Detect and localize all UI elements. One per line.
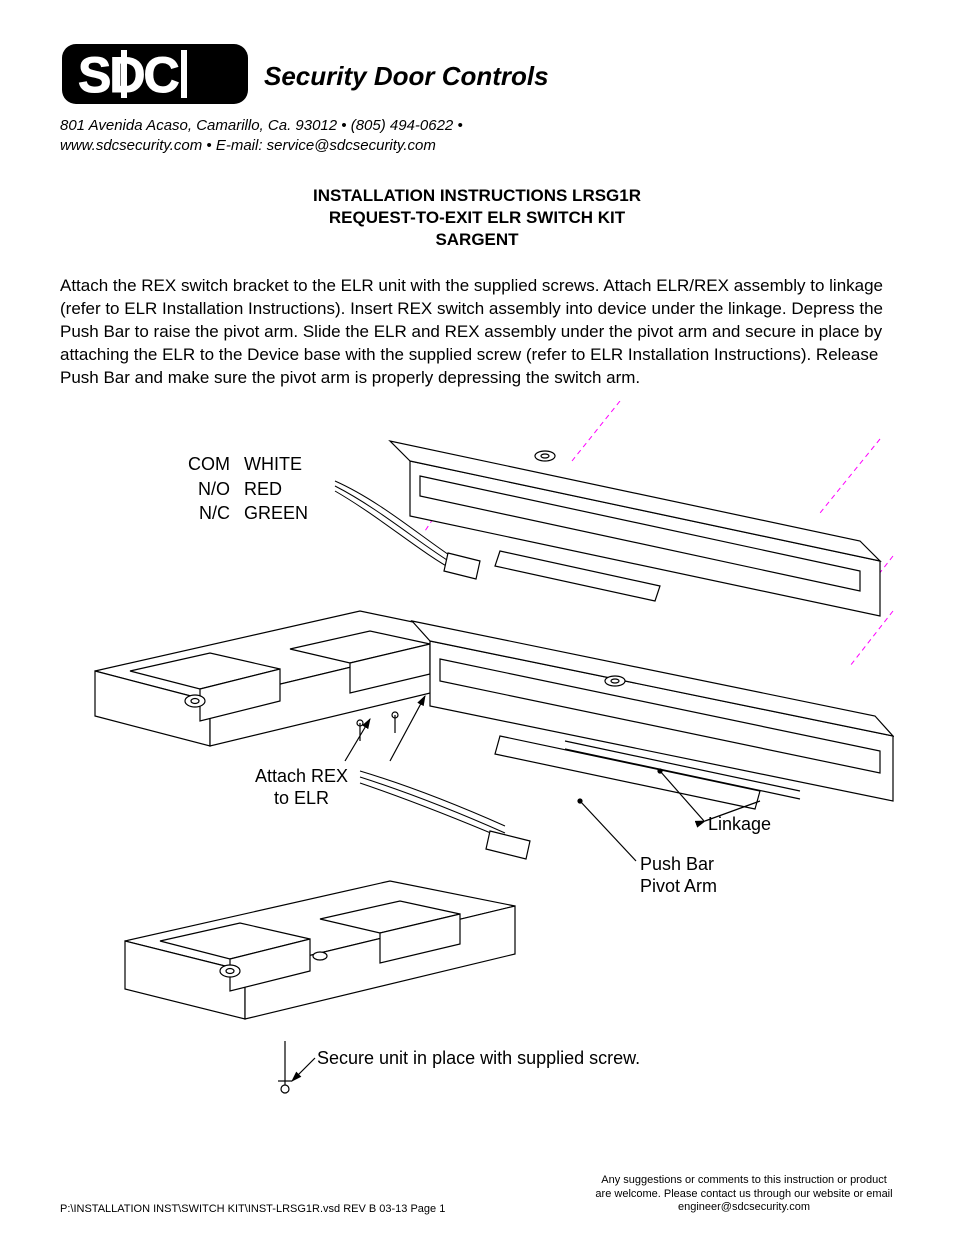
contact-line-1: 801 Avenida Acaso, Camarillo, Ca. 93012 … bbox=[60, 116, 894, 136]
title-line-2: REQUEST-TO-EXIT ELR SWITCH KIT bbox=[60, 207, 894, 229]
doc-title: INSTALLATION INSTRUCTIONS LRSG1R REQUEST… bbox=[60, 185, 894, 251]
title-line-1: INSTALLATION INSTRUCTIONS LRSG1R bbox=[60, 185, 894, 207]
footer: P:\INSTALLATION INST\SWITCH KIT\INST-LRS… bbox=[60, 1174, 894, 1215]
assembly-diagram bbox=[60, 401, 894, 1101]
company-name: Security Door Controls bbox=[264, 61, 549, 92]
footer-left: P:\INSTALLATION INST\SWITCH KIT\INST-LRS… bbox=[60, 1203, 445, 1215]
title-line-3: SARGENT bbox=[60, 229, 894, 251]
header-logo-row: SDC Security Door Controls bbox=[60, 40, 894, 112]
svg-text:SDC: SDC bbox=[78, 47, 178, 103]
diagram-area: COM WHITE N/O RED N/C GREEN Attach REX t… bbox=[60, 401, 894, 1101]
contact-line-2: www.sdcsecurity.com • E-mail: service@sd… bbox=[60, 136, 894, 156]
sdc-logo: SDC bbox=[60, 40, 250, 112]
contact-block: 801 Avenida Acaso, Camarillo, Ca. 93012 … bbox=[60, 116, 894, 157]
body-paragraph: Attach the REX switch bracket to the ELR… bbox=[60, 275, 894, 390]
footer-right: Any suggestions or comments to this inst… bbox=[594, 1174, 894, 1215]
